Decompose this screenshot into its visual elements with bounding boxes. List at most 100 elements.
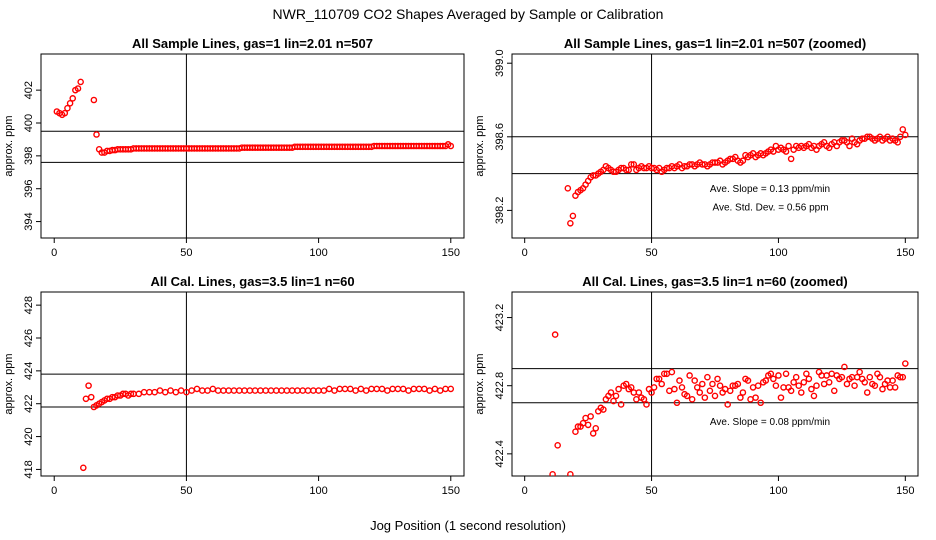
data-point [193, 385, 201, 393]
data-point [767, 370, 775, 378]
data-point [299, 387, 307, 394]
x-tick-label: 50 [645, 485, 657, 497]
y-tick-label: 398.6 [494, 123, 506, 151]
data-point [792, 373, 800, 381]
panel-title: All Cal. Lines, gas=3.5 lin=1 n=60 (zoom… [582, 274, 848, 289]
data-point [610, 397, 617, 405]
y-tick-label: 422.8 [494, 372, 506, 400]
data-point [140, 388, 148, 396]
data-point [415, 385, 423, 393]
data-point [230, 387, 238, 394]
data-point [587, 413, 594, 420]
y-tick-label: 398.2 [494, 197, 506, 225]
data-point [600, 406, 607, 413]
data-point [551, 331, 559, 338]
data-point [167, 387, 174, 394]
data-point [653, 375, 660, 383]
data-point [405, 387, 412, 394]
data-point [777, 394, 785, 401]
y-tick-label: 422.4 [494, 440, 506, 468]
data-point [803, 370, 810, 378]
data-point [797, 389, 805, 396]
data-point [177, 387, 185, 394]
data-point [612, 392, 620, 400]
data-point [691, 377, 699, 384]
data-point [739, 157, 747, 165]
data-point [785, 142, 792, 150]
data-point [902, 360, 909, 367]
y-tick-label: 426 [23, 329, 35, 347]
data-point [156, 387, 164, 394]
data-point [630, 161, 638, 168]
data-point [589, 430, 597, 437]
data-point [135, 390, 143, 398]
data-point [648, 389, 655, 396]
data-point [214, 387, 222, 394]
data-point [436, 387, 444, 394]
data-point [241, 387, 248, 394]
data-point [61, 109, 69, 117]
data-points [53, 78, 455, 156]
annotation: Ave. Slope = 0.13 ppm/min [710, 184, 830, 195]
data-point [701, 394, 709, 401]
y-tick-label: 428 [23, 296, 35, 314]
data-point [90, 96, 98, 104]
panel-title: All Sample Lines, gas=1 lin=2.01 n=507 (… [564, 36, 866, 51]
y-tick-label: 418 [23, 460, 35, 478]
data-point [220, 387, 227, 394]
data-point [93, 131, 100, 138]
data-point [341, 385, 349, 393]
data-point [635, 389, 643, 396]
data-point [876, 373, 884, 381]
data-point [246, 387, 254, 394]
data-point [650, 384, 658, 391]
data-point [696, 389, 704, 396]
data-point [204, 387, 211, 394]
data-point [283, 387, 291, 394]
x-tick-label: 150 [896, 247, 914, 259]
data-point [762, 377, 770, 384]
data-point [399, 385, 407, 393]
y-tick-label: 422 [23, 395, 35, 413]
data-point [683, 392, 691, 400]
data-point [709, 380, 716, 388]
data-point [838, 373, 846, 381]
x-tick-label: 0 [51, 485, 57, 497]
data-point [378, 385, 386, 393]
data-point [889, 377, 896, 384]
plot-frame [511, 291, 919, 477]
data-point [69, 95, 77, 102]
data-point [678, 384, 686, 391]
data-point [830, 387, 838, 395]
data-points [80, 382, 455, 472]
data-point [813, 382, 820, 390]
data-point [782, 370, 790, 378]
data-point [617, 401, 625, 408]
y-axis-label: approx. ppm [474, 115, 486, 176]
data-point [782, 148, 790, 155]
data-point [80, 464, 87, 472]
data-point [775, 372, 782, 379]
data-point [127, 390, 135, 398]
data-point [673, 399, 681, 407]
y-tick-label: 402 [23, 81, 35, 99]
data-point [899, 126, 907, 133]
data-point [902, 131, 909, 139]
x-tick-label: 100 [769, 485, 787, 497]
data-point [272, 387, 280, 394]
x-tick-label: 50 [645, 247, 657, 259]
data-point [896, 373, 904, 381]
data-point [879, 385, 886, 393]
data-point [856, 368, 863, 376]
data-point [772, 382, 780, 390]
x-tick-label: 100 [309, 485, 327, 497]
data-point [225, 387, 233, 394]
data-point [251, 387, 259, 394]
data-point [676, 377, 683, 384]
y-tick-label: 400 [23, 114, 35, 132]
data-point [795, 382, 803, 390]
data-point [257, 387, 264, 394]
y-axis-label: approx. ppm [3, 115, 15, 176]
data-point [151, 388, 158, 396]
data-point [825, 378, 833, 386]
